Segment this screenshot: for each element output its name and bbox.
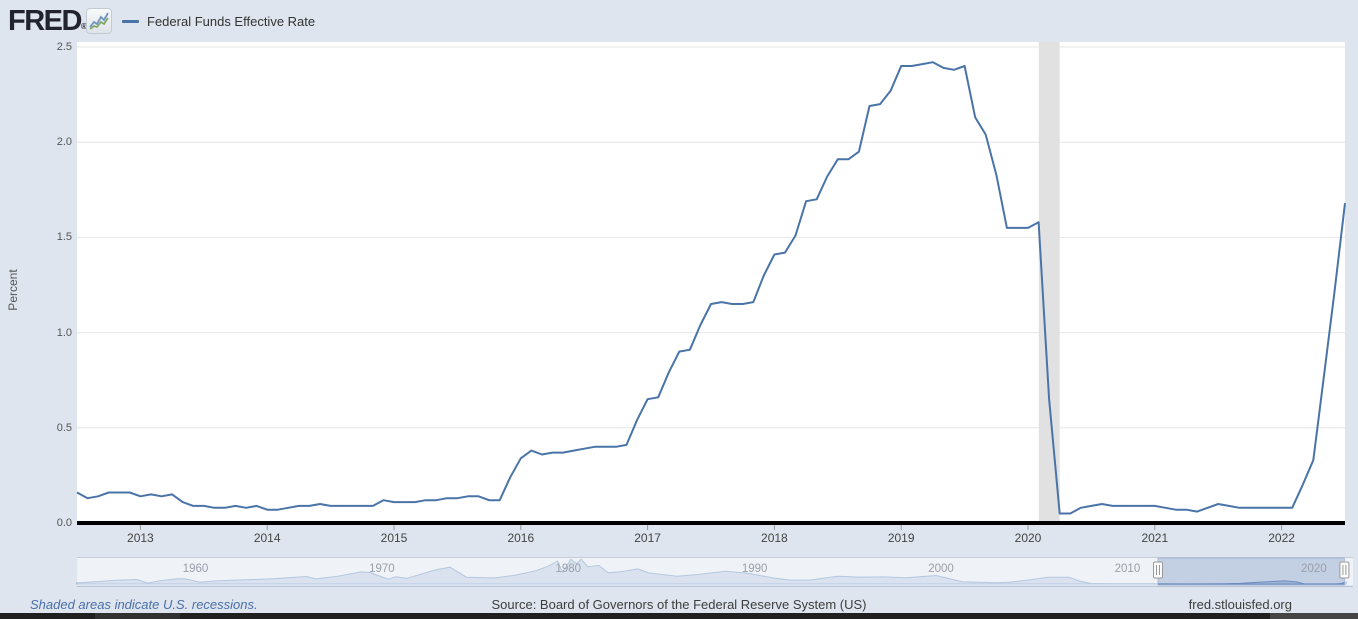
x-tick-label: 2019 bbox=[887, 531, 915, 545]
navigator-selection[interactable] bbox=[1157, 557, 1345, 586]
navigator-handle-left[interactable] bbox=[1153, 561, 1163, 579]
y-tick-label: 0.0 bbox=[56, 517, 72, 529]
chart-footer: Shaded areas indicate U.S. recessions. S… bbox=[0, 597, 1358, 613]
y-tick-label: 2.5 bbox=[56, 41, 72, 53]
x-tick-label: 2016 bbox=[507, 531, 535, 545]
source-text: Source: Board of Governors of the Federa… bbox=[491, 597, 867, 612]
x-tick-label: 2022 bbox=[1268, 531, 1295, 545]
x-tick-label: 2017 bbox=[634, 531, 661, 545]
y-tick-label: 1.5 bbox=[56, 231, 72, 244]
y-tick-label: 2.0 bbox=[56, 136, 72, 149]
navigator-handle-right[interactable] bbox=[1339, 561, 1350, 579]
nav-decade-label: 1970 bbox=[369, 563, 395, 575]
plot-area[interactable] bbox=[77, 42, 1345, 523]
chart-header: FRED® Federal Funds Effective Rate bbox=[0, 0, 1358, 42]
x-tick-label: 2020 bbox=[1014, 531, 1042, 545]
nav-decade-label: 1960 bbox=[182, 563, 209, 575]
legend-line-swatch bbox=[122, 19, 139, 23]
x-tick-label: 2013 bbox=[127, 531, 154, 545]
line-chart-icon bbox=[86, 8, 112, 34]
fred-logo-text: FRED bbox=[8, 5, 82, 37]
bottom-bar bbox=[0, 613, 1358, 619]
legend: Federal Funds Effective Rate bbox=[122, 0, 315, 42]
navigator-mask-left bbox=[77, 558, 1158, 585]
nav-decade-label: 2020 bbox=[1301, 563, 1327, 575]
nav-decade-label: 1980 bbox=[555, 563, 582, 575]
nav-decade-label: 1990 bbox=[741, 563, 768, 575]
nav-decade-label: 2000 bbox=[928, 563, 954, 575]
bottom-bar-segment bbox=[95, 613, 180, 619]
y-axis-title: Percent bbox=[6, 269, 20, 311]
x-axis-line bbox=[77, 521, 1345, 525]
fred-logo[interactable]: FRED® bbox=[8, 5, 87, 38]
registered-mark: ® bbox=[80, 22, 87, 32]
x-tick-label: 2014 bbox=[253, 531, 281, 545]
y-tick-label: 1.0 bbox=[56, 326, 72, 339]
x-tick-label: 2018 bbox=[761, 531, 788, 545]
legend-label[interactable]: Federal Funds Effective Rate bbox=[147, 13, 316, 29]
bottom-bar-segment bbox=[1270, 613, 1358, 619]
x-tick-label: 2021 bbox=[1141, 531, 1169, 545]
x-tick-label: 2015 bbox=[380, 531, 408, 545]
y-tick-label: 0.5 bbox=[56, 421, 72, 434]
nav-decade-label: 2010 bbox=[1114, 563, 1141, 575]
series-line bbox=[76, 61, 1346, 515]
site-link[interactable]: fred.stlouisfed.org bbox=[1188, 597, 1292, 612]
recession-note-link[interactable]: Shaded areas indicate U.S. recessions. bbox=[30, 597, 258, 612]
recession-band bbox=[1038, 42, 1060, 523]
